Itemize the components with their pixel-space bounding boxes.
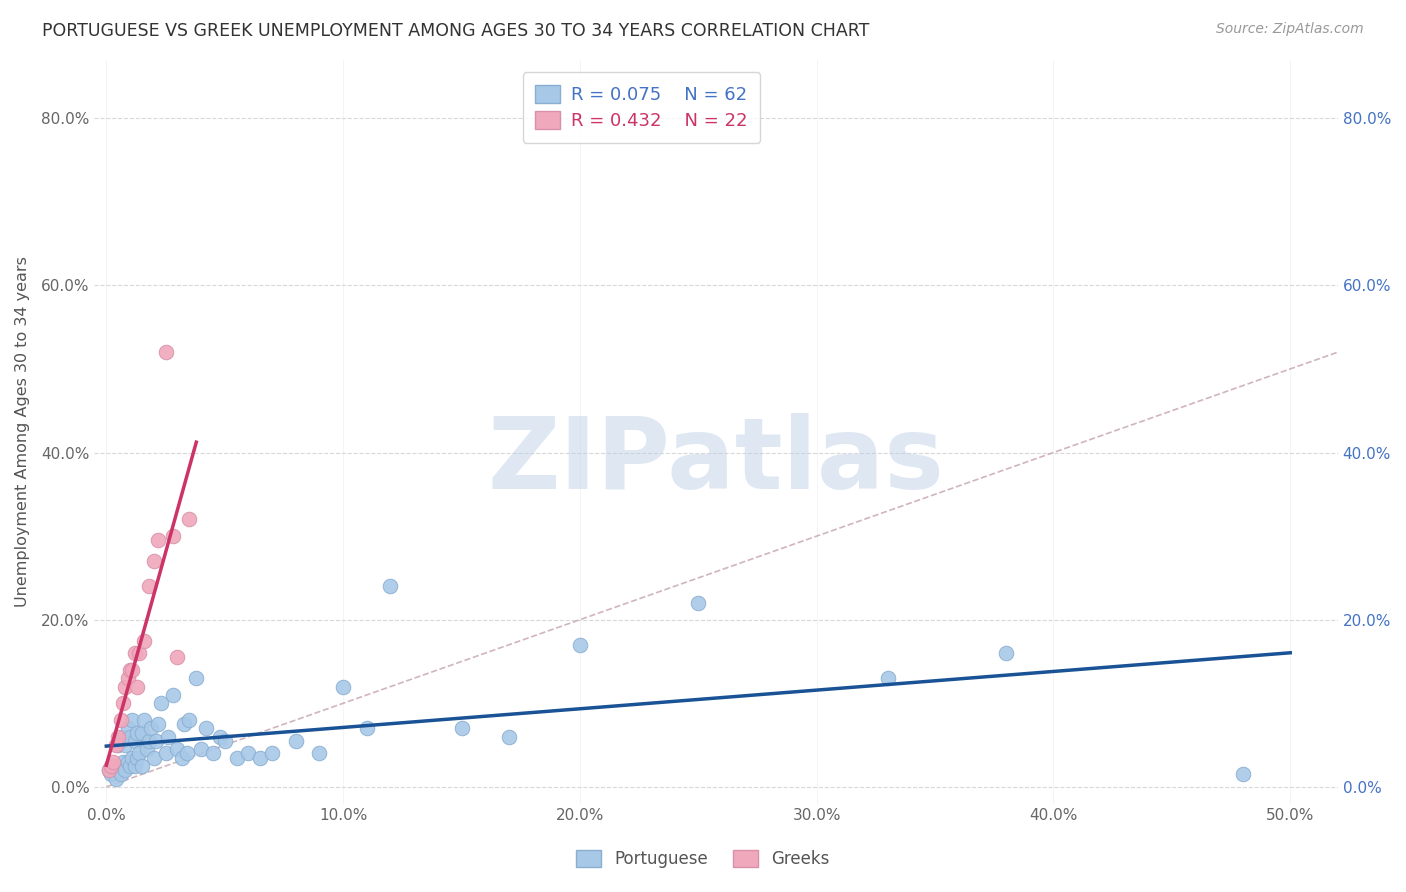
Point — [104, 772, 127, 786]
Point — [97, 763, 120, 777]
Point — [186, 671, 208, 685]
Point — [110, 767, 132, 781]
Point — [135, 742, 157, 756]
Point — [142, 554, 165, 568]
Point — [111, 755, 134, 769]
Point — [162, 688, 184, 702]
Point — [107, 730, 129, 744]
Point — [118, 730, 141, 744]
Point — [179, 713, 201, 727]
Point — [568, 638, 591, 652]
Point — [214, 734, 236, 748]
Point — [118, 759, 141, 773]
Point — [194, 722, 217, 736]
Point — [688, 596, 710, 610]
Point — [148, 533, 170, 548]
Point — [121, 750, 143, 764]
Point — [104, 738, 127, 752]
Point — [127, 725, 149, 739]
Point — [124, 646, 146, 660]
Point — [111, 696, 134, 710]
Point — [118, 663, 141, 677]
Point — [124, 759, 146, 773]
Y-axis label: Unemployment Among Ages 30 to 34 years: Unemployment Among Ages 30 to 34 years — [15, 256, 30, 607]
Point — [173, 717, 195, 731]
Point — [176, 747, 198, 761]
Point — [121, 663, 143, 677]
Point — [100, 767, 122, 781]
Point — [249, 750, 271, 764]
Point — [142, 750, 165, 764]
Point — [128, 646, 150, 660]
Point — [166, 742, 188, 756]
Point — [114, 738, 136, 752]
Point — [97, 763, 120, 777]
Point — [208, 730, 231, 744]
Point — [498, 730, 520, 744]
Point — [134, 633, 156, 648]
Point — [111, 730, 134, 744]
Point — [156, 730, 179, 744]
Point — [172, 750, 194, 764]
Point — [148, 717, 170, 731]
Point — [356, 722, 378, 736]
Point — [162, 529, 184, 543]
Point — [141, 722, 163, 736]
Point — [103, 755, 125, 769]
Point — [238, 747, 260, 761]
Point — [114, 763, 136, 777]
Point — [332, 680, 354, 694]
Point — [121, 713, 143, 727]
Point — [201, 747, 224, 761]
Point — [114, 680, 136, 694]
Point — [1232, 767, 1254, 781]
Legend: R = 0.075    N = 62, R = 0.432    N = 22: R = 0.075 N = 62, R = 0.432 N = 22 — [523, 72, 761, 143]
Point — [308, 747, 330, 761]
Point — [450, 722, 472, 736]
Point — [107, 738, 129, 752]
Point — [138, 734, 160, 748]
Point — [100, 759, 122, 773]
Point — [134, 713, 156, 727]
Point — [155, 345, 177, 359]
Point — [149, 696, 172, 710]
Text: ZIPatlas: ZIPatlas — [488, 413, 945, 510]
Point — [127, 680, 149, 694]
Point — [110, 713, 132, 727]
Point — [876, 671, 898, 685]
Point — [107, 763, 129, 777]
Point — [190, 742, 212, 756]
Point — [166, 650, 188, 665]
Point — [128, 747, 150, 761]
Text: Source: ZipAtlas.com: Source: ZipAtlas.com — [1216, 22, 1364, 37]
Point — [262, 747, 284, 761]
Point — [138, 579, 160, 593]
Point — [145, 734, 167, 748]
Point — [131, 759, 153, 773]
Point — [380, 579, 402, 593]
Point — [225, 750, 247, 764]
Point — [103, 759, 125, 773]
Point — [124, 734, 146, 748]
Point — [117, 722, 139, 736]
Legend: Portuguese, Greeks: Portuguese, Greeks — [569, 843, 837, 875]
Point — [127, 750, 149, 764]
Point — [131, 725, 153, 739]
Point — [179, 512, 201, 526]
Point — [117, 671, 139, 685]
Point — [117, 755, 139, 769]
Point — [155, 747, 177, 761]
Text: PORTUGUESE VS GREEK UNEMPLOYMENT AMONG AGES 30 TO 34 YEARS CORRELATION CHART: PORTUGUESE VS GREEK UNEMPLOYMENT AMONG A… — [42, 22, 869, 40]
Point — [995, 646, 1018, 660]
Point — [284, 734, 307, 748]
